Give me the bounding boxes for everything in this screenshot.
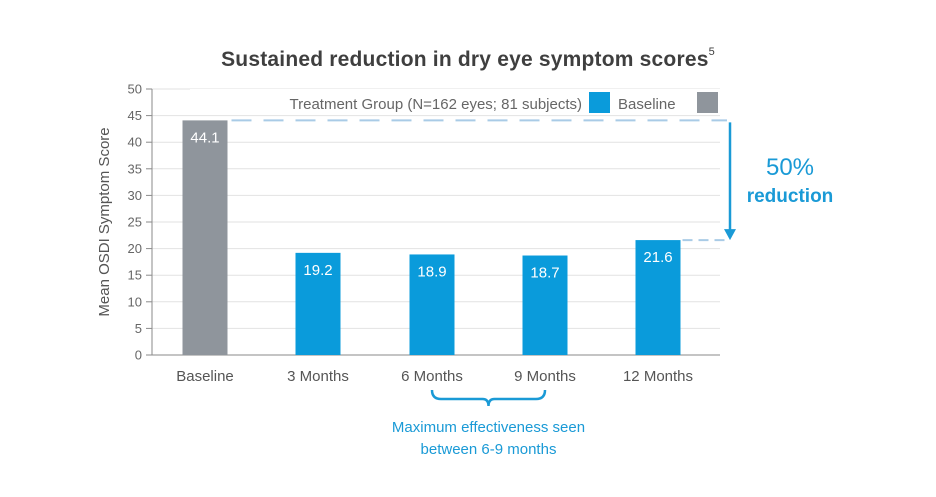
bar-9-months <box>522 255 568 355</box>
bar-value-label: 21.6 <box>643 249 672 266</box>
bar-value-label: 18.7 <box>530 265 559 282</box>
bar-6-months <box>409 254 455 355</box>
bracket-annotation-line1: Maximum effectiveness seen <box>392 419 585 436</box>
chart-title-text: Sustained reduction in dry eye symptom s… <box>221 48 709 71</box>
y-axis-title: Mean OSDI Symptom Score <box>96 127 113 316</box>
bar-value-label: 18.9 <box>417 263 446 280</box>
y-tick-label: 40 <box>128 135 142 150</box>
y-tick-label: 0 <box>135 348 142 363</box>
y-tick-label: 50 <box>128 82 142 97</box>
chart-title-footnote: 5 <box>708 46 715 58</box>
bar-12-months <box>635 240 681 355</box>
bar-3-months <box>295 252 341 355</box>
x-tick-label: Baseline <box>176 368 234 385</box>
legend-label-baseline: Baseline <box>618 96 676 113</box>
reduction-arrow-head <box>724 229 736 241</box>
y-tick-label: 15 <box>128 268 142 283</box>
x-tick-label: 3 Months <box>287 368 349 385</box>
reduction-label: reduction <box>747 186 834 207</box>
legend-swatch-treatment <box>589 92 610 113</box>
y-tick-label: 30 <box>128 188 142 203</box>
chart-title: Sustained reduction in dry eye symptom s… <box>0 46 936 72</box>
y-tick-label: 5 <box>135 321 142 336</box>
bracket-annotation-line2: between 6-9 months <box>421 441 557 458</box>
y-tick-label: 25 <box>128 215 142 230</box>
y-tick-label: 20 <box>128 241 142 256</box>
y-tick-label: 45 <box>128 108 142 123</box>
bar-value-label: 19.2 <box>303 262 332 279</box>
legend-label-treatment: Treatment Group (N=162 eyes; 81 subjects… <box>290 96 583 113</box>
x-tick-label: 6 Months <box>401 368 463 385</box>
x-tick-label: 9 Months <box>514 368 576 385</box>
legend-swatch-baseline <box>697 92 718 113</box>
bar-value-label: 44.1 <box>190 129 219 146</box>
y-tick-label: 35 <box>128 161 142 176</box>
y-tick-label: 10 <box>128 294 142 309</box>
legend-background <box>190 89 723 115</box>
bar-baseline <box>182 120 228 355</box>
x-tick-label: 12 Months <box>623 368 693 385</box>
effectiveness-bracket <box>430 389 547 407</box>
reduction-percent: 50% <box>766 154 814 181</box>
